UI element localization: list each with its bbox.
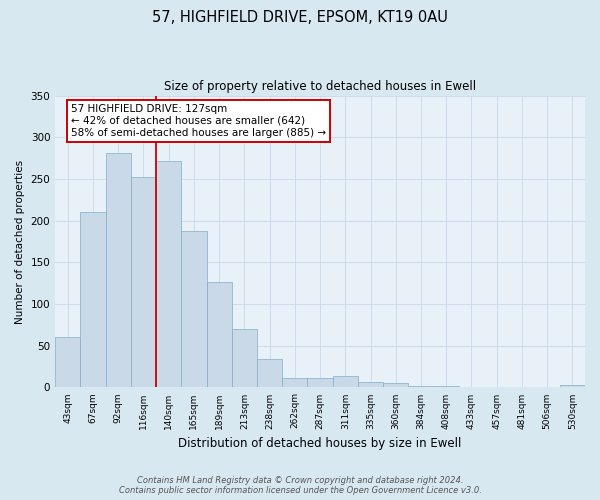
Text: 57 HIGHFIELD DRIVE: 127sqm
← 42% of detached houses are smaller (642)
58% of sem: 57 HIGHFIELD DRIVE: 127sqm ← 42% of deta… [71,104,326,138]
Bar [332,376,358,388]
Bar [560,385,585,388]
Bar [232,329,257,388]
Bar [307,378,332,388]
Bar [358,382,383,388]
Title: Size of property relative to detached houses in Ewell: Size of property relative to detached ho… [164,80,476,93]
Bar [459,386,484,388]
Text: Contains HM Land Registry data © Crown copyright and database right 2024.
Contai: Contains HM Land Registry data © Crown c… [119,476,481,495]
Bar [131,178,156,388]
Bar [206,282,232,388]
Bar [282,378,307,388]
Bar [55,338,80,388]
X-axis label: Distribution of detached houses by size in Ewell: Distribution of detached houses by size … [178,437,462,450]
Bar [181,230,206,388]
Bar [409,386,434,388]
Bar [106,153,131,388]
Bar [80,212,106,388]
Bar [257,359,282,388]
Bar [434,386,459,388]
Bar [509,386,535,388]
Bar [383,384,409,388]
Bar [156,162,181,388]
Text: 57, HIGHFIELD DRIVE, EPSOM, KT19 0AU: 57, HIGHFIELD DRIVE, EPSOM, KT19 0AU [152,10,448,25]
Y-axis label: Number of detached properties: Number of detached properties [15,160,25,324]
